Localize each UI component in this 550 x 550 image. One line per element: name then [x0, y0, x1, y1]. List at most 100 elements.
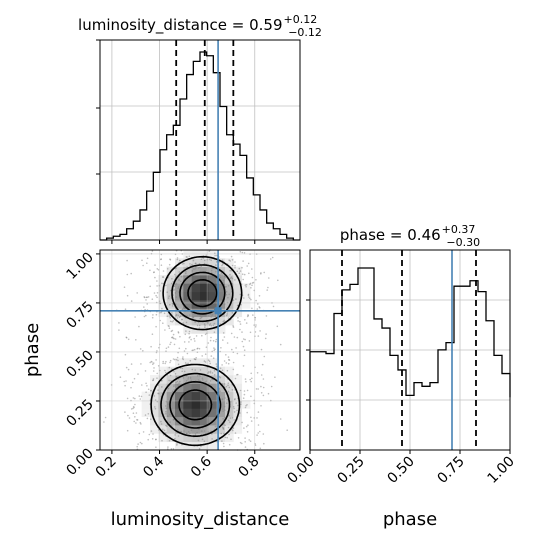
sample-point: [134, 403, 136, 406]
sample-point: [269, 258, 272, 260]
title-phase: phase = 0.46+0.37 −0.30: [340, 223, 480, 249]
sample-point: [228, 433, 230, 436]
density-cell: [200, 375, 209, 384]
sample-point: [211, 372, 214, 374]
sample-point: [203, 259, 206, 262]
sample-point: [232, 368, 235, 371]
sample-point: [179, 259, 181, 262]
sample-point: [255, 299, 257, 302]
sample-point: [143, 306, 145, 308]
density-cell: [216, 275, 226, 284]
density-cell: [225, 416, 234, 426]
sample-point: [181, 263, 184, 265]
density-cell: [166, 300, 176, 309]
sample-point: [251, 276, 254, 279]
sample-point: [173, 389, 176, 391]
sample-point: [237, 317, 239, 319]
sample-point: [223, 319, 225, 322]
density-cell: [166, 425, 176, 434]
sample-point: [146, 296, 148, 299]
sample-point: [245, 283, 248, 286]
sample-point: [200, 265, 202, 268]
density-cell: [175, 308, 184, 318]
sample-point: [136, 292, 138, 294]
sample-point: [225, 293, 228, 296]
sample-point: [181, 308, 184, 310]
sample-point: [223, 445, 225, 448]
density-cell: [183, 250, 193, 259]
sample-point: [166, 315, 169, 318]
density-cell: [166, 291, 176, 301]
density-cell: [158, 308, 168, 318]
sample-point: [152, 379, 155, 382]
sample-point: [227, 296, 229, 299]
sample-point: [242, 338, 245, 340]
sample-point: [172, 448, 175, 450]
density-cell: [216, 291, 226, 301]
sample-point: [242, 397, 245, 400]
sample-point: [162, 360, 164, 363]
sample-point: [124, 411, 126, 413]
sample-point: [124, 353, 127, 356]
sample-point: [247, 424, 249, 427]
sample-point: [245, 380, 247, 383]
sample-point: [203, 262, 206, 265]
sample-point: [184, 333, 187, 336]
sample-point: [266, 289, 269, 291]
sample-point: [209, 339, 212, 342]
density-cell: [183, 408, 193, 418]
sample-point: [145, 382, 147, 385]
density-cell: [150, 383, 159, 393]
sample-point: [194, 369, 196, 371]
sample-point: [234, 377, 237, 380]
sample-point: [162, 270, 165, 272]
sample-point: [210, 259, 212, 262]
density-cell: [166, 391, 176, 401]
sample-point: [150, 430, 153, 432]
sample-point: [225, 290, 228, 293]
density-cell: [208, 283, 218, 293]
sample-point: [199, 375, 201, 377]
density-cell: [158, 300, 168, 309]
sample-point: [232, 326, 235, 328]
sample-point: [119, 376, 122, 379]
sample-point: [146, 257, 149, 260]
sample-point: [152, 362, 155, 364]
sample-point: [214, 315, 217, 317]
sample-point: [215, 340, 217, 343]
sample-point: [162, 362, 164, 365]
sample-point: [131, 381, 134, 384]
sample-point: [236, 336, 239, 339]
density-cell: [233, 283, 243, 293]
sample-point: [140, 395, 143, 398]
sample-point: [207, 372, 209, 374]
density-cell: [233, 408, 243, 418]
sample-point: [161, 307, 163, 310]
density-cell: [233, 400, 243, 409]
density-cell: [208, 275, 218, 284]
sample-point: [195, 335, 198, 337]
density-cell: [150, 408, 159, 418]
contour-line: [178, 279, 218, 421]
sample-point: [150, 418, 152, 421]
sample-point: [132, 407, 134, 410]
sample-point: [208, 250, 211, 252]
density-cell: [166, 308, 176, 318]
sample-point: [173, 285, 176, 288]
sample-point: [202, 379, 204, 381]
sample-point: [178, 279, 180, 282]
sample-point: [196, 431, 198, 434]
sample-point: [210, 336, 212, 339]
density-cell: [241, 400, 251, 409]
sample-point: [256, 308, 259, 310]
sample-point: [263, 355, 266, 358]
sample-point: [223, 405, 226, 408]
density-cell: [166, 383, 176, 393]
sample-point: [244, 319, 246, 321]
sample-point: [203, 430, 206, 432]
sample-point: [142, 350, 144, 352]
sample-point: [213, 374, 216, 376]
sample-point: [247, 314, 249, 317]
sample-point: [181, 370, 183, 373]
sample-point: [238, 267, 241, 270]
